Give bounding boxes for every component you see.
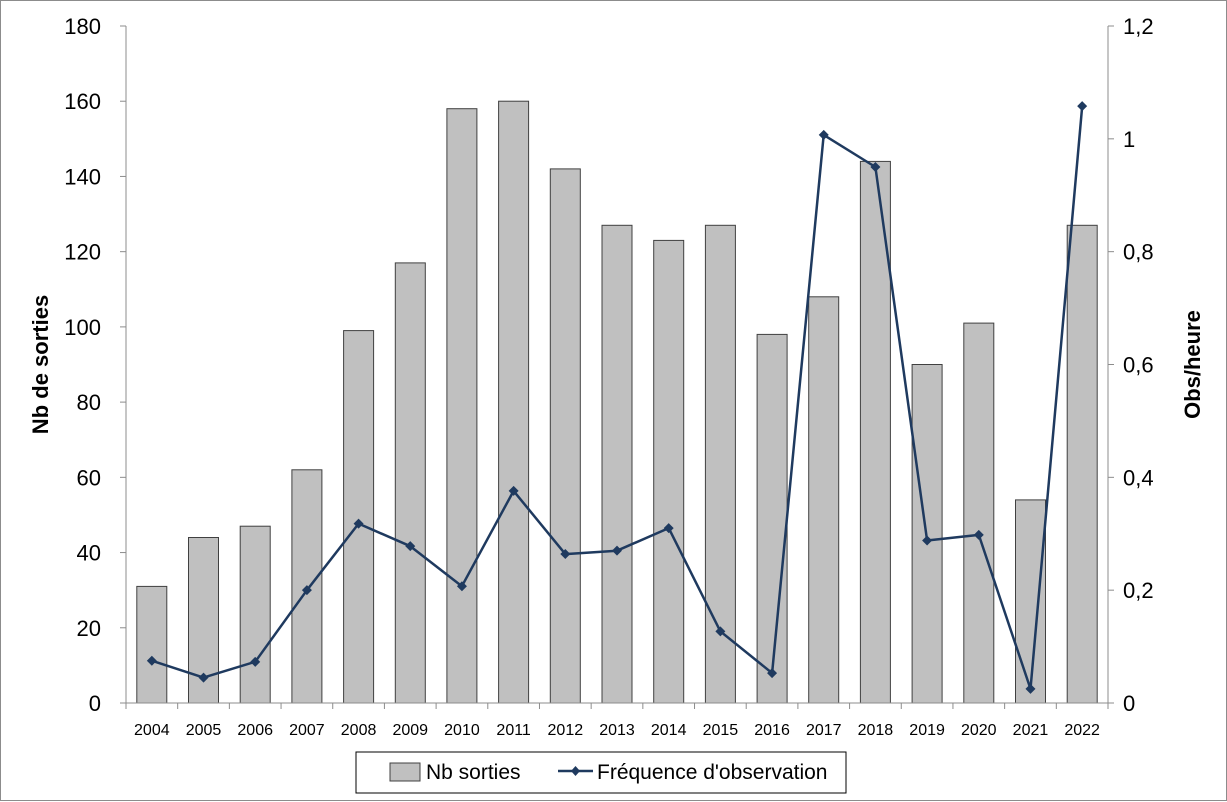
left-tick-label: 0 bbox=[89, 691, 101, 716]
bar-2022 bbox=[1066, 224, 1098, 704]
right-tick-label: 0 bbox=[1123, 691, 1135, 716]
frequency-point-2018 bbox=[870, 162, 881, 173]
frequency-point-2011 bbox=[508, 485, 519, 496]
frequency-point-2021 bbox=[1025, 683, 1036, 694]
right-axis-title: Obs/heure bbox=[1180, 310, 1205, 419]
x-tick-label: 2014 bbox=[651, 722, 687, 739]
bar-2006 bbox=[239, 525, 271, 704]
line-layer bbox=[146, 101, 1088, 694]
left-tick-label: 60 bbox=[77, 465, 101, 490]
frequency-point-2007 bbox=[301, 585, 312, 596]
bars-layer bbox=[136, 100, 1098, 704]
bar-2020 bbox=[963, 322, 995, 704]
x-tick-label: 2017 bbox=[806, 722, 842, 739]
left-tick-label: 120 bbox=[64, 240, 101, 265]
x-tick-label: 2010 bbox=[444, 722, 480, 739]
left-tick-label: 100 bbox=[64, 315, 101, 340]
right-tick-label: 1 bbox=[1123, 127, 1135, 152]
frequency-point-2014 bbox=[663, 523, 674, 534]
left-tick-label: 180 bbox=[64, 14, 101, 39]
bar-2008 bbox=[343, 330, 375, 704]
labels-layer: 0 20 40 60 80 100 120 140 160 180 0 0,2 0,4 0,6 0,8 1 1,… bbox=[64, 14, 1153, 739]
x-tick-label: 2015 bbox=[703, 722, 739, 739]
x-tick-label: 2021 bbox=[1013, 722, 1049, 739]
frequency-point-2013 bbox=[612, 545, 622, 556]
right-tick-label: 0,6 bbox=[1123, 353, 1154, 378]
bar-2018 bbox=[859, 160, 891, 704]
x-tick-label: 2013 bbox=[599, 722, 635, 739]
x-tick-label: 2016 bbox=[754, 722, 790, 739]
frequency-point-2006 bbox=[250, 656, 261, 667]
frequency-point-2019 bbox=[922, 535, 933, 546]
x-tick-label: 2011 bbox=[496, 722, 531, 739]
left-tick-label: 80 bbox=[77, 390, 101, 415]
x-tick-label: 2007 bbox=[289, 722, 325, 739]
frequency-point-2009 bbox=[405, 541, 416, 552]
frequency-point-2010 bbox=[456, 581, 467, 592]
bar-2015 bbox=[704, 224, 736, 704]
frequency-point-2015 bbox=[715, 626, 726, 637]
frequency-point-2004 bbox=[146, 655, 157, 666]
bar-2016 bbox=[756, 333, 788, 704]
x-tick-label: 2009 bbox=[392, 722, 428, 739]
bar-2017 bbox=[808, 296, 840, 704]
x-tick-label: 2019 bbox=[909, 722, 945, 739]
left-tick-label: 40 bbox=[77, 541, 101, 566]
x-tick-label: 2018 bbox=[858, 722, 894, 739]
frequency-point-2012 bbox=[560, 549, 571, 560]
bar-2011 bbox=[498, 100, 530, 704]
frequency-point-2017 bbox=[818, 129, 829, 140]
frequency-point-2005 bbox=[198, 672, 209, 683]
bar-2012 bbox=[549, 168, 581, 704]
bar-2009 bbox=[394, 262, 426, 704]
x-tick-label: 2006 bbox=[237, 722, 273, 739]
bar-2021 bbox=[1015, 499, 1046, 704]
frequency-point-2020 bbox=[973, 529, 984, 540]
bar-2010 bbox=[446, 108, 478, 704]
right-tick-label: 0,4 bbox=[1123, 465, 1154, 490]
x-tick-label: 2005 bbox=[186, 722, 222, 739]
bar-2014 bbox=[653, 239, 685, 704]
legend: Nb sorties Fréquence d'observation bbox=[355, 751, 847, 794]
left-tick-label: 140 bbox=[64, 164, 101, 189]
left-tick-label: 160 bbox=[64, 89, 101, 114]
bar-2004 bbox=[136, 585, 168, 704]
frequency-point-2016 bbox=[767, 668, 778, 679]
right-tick-label: 0,2 bbox=[1123, 578, 1154, 603]
legend-label-line: Fréquence d'observation bbox=[597, 761, 828, 784]
x-tick-label: 2020 bbox=[961, 722, 997, 739]
left-axis-title: Nb de sorties bbox=[28, 295, 53, 434]
x-tick-label: 2022 bbox=[1064, 722, 1100, 739]
frequency-point-2022 bbox=[1077, 101, 1088, 112]
legend-swatch-marker bbox=[571, 766, 580, 776]
x-tick-label: 2008 bbox=[341, 722, 377, 739]
x-tick-label: 2004 bbox=[134, 722, 170, 739]
legend-label-bar: Nb sorties bbox=[426, 761, 521, 784]
left-tick-label: 20 bbox=[77, 616, 101, 641]
axes-layer bbox=[120, 25, 1114, 709]
frequency-point-2008 bbox=[353, 518, 364, 529]
legend-swatch-bar bbox=[389, 762, 421, 782]
right-tick-label: 0,8 bbox=[1123, 240, 1154, 265]
right-tick-label: 1,2 bbox=[1123, 14, 1154, 39]
x-tick-label: 2012 bbox=[548, 722, 584, 739]
legend-box bbox=[355, 751, 847, 794]
bar-2013 bbox=[601, 224, 633, 704]
